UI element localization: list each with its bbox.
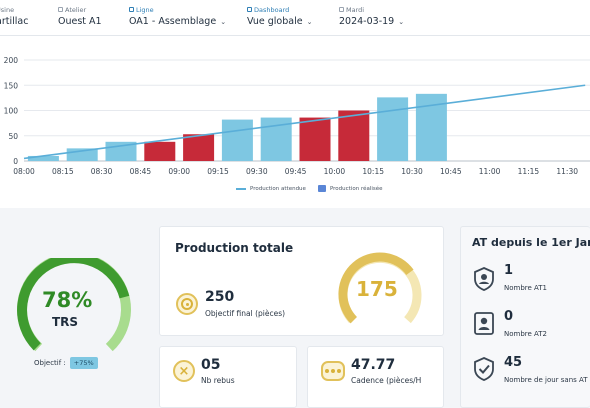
at3-value: 45 xyxy=(504,355,523,370)
y-tick-label: 50 xyxy=(8,132,18,141)
rebus-label: Nb rebus xyxy=(201,376,235,385)
production-title: Production totale xyxy=(175,241,294,255)
x-tick-label: 10:45 xyxy=(440,167,462,176)
ligne-value: OA1 - Assemblage ⌄ xyxy=(129,16,227,27)
x-tick-label: 08:00 xyxy=(13,167,35,176)
at1-value: 1 xyxy=(504,263,514,278)
top-header: Usine artillac Atelier Ouest A1 Ligne OA… xyxy=(0,0,590,36)
at2-label: Nombre AT2 xyxy=(504,330,548,338)
rebus-value: 05 xyxy=(201,357,221,373)
user-badge-icon xyxy=(474,312,494,335)
rebus-card: × 05 Nb rebus xyxy=(159,346,297,408)
usine-label: Usine xyxy=(0,5,15,14)
legend-expected[interactable]: Production attendue xyxy=(236,186,306,192)
y-tick-label: 200 xyxy=(4,56,19,65)
x-tick-label: 10:00 xyxy=(324,167,346,176)
x-tick-label: 11:15 xyxy=(518,167,540,176)
y-tick-label: 150 xyxy=(4,81,19,90)
at-title: AT depuis le 1er Janvi xyxy=(472,236,590,249)
conveyor-icon xyxy=(321,361,345,381)
production-gauge xyxy=(338,252,422,324)
production-chart: 0 50 100 150 200 08:00 08:15 08:30 08:45 09:00 09:… xyxy=(4,56,590,176)
y-tick-label: 0 xyxy=(13,157,18,166)
atelier-caption: Atelier xyxy=(58,5,102,14)
chevron-down-icon: ⌄ xyxy=(306,17,313,26)
chart-bar xyxy=(27,155,59,161)
x-tick-label: 08:30 xyxy=(91,167,113,176)
bar-swatch xyxy=(317,185,326,192)
ligne-icon xyxy=(129,7,134,12)
cadence-value: 47.77 xyxy=(351,357,396,373)
usine-selector[interactable]: Usine artillac xyxy=(0,5,29,28)
chart-bar xyxy=(221,119,253,161)
at2-value: 0 xyxy=(504,309,514,324)
x-tick-label: 10:15 xyxy=(362,167,384,176)
chart-bar xyxy=(338,110,370,161)
day-caption: Mardi xyxy=(339,5,404,14)
target-icon xyxy=(176,293,198,315)
trs-gauge-fill xyxy=(17,258,130,351)
date-value: 2024-03-19 ⌄ xyxy=(339,16,405,27)
at1-label: Nombre AT1 xyxy=(504,284,548,292)
usine-value: artillac xyxy=(0,16,29,27)
trs-gauge xyxy=(17,258,131,352)
atelier-icon xyxy=(58,7,63,12)
date-selector[interactable]: Mardi 2024-03-19 ⌄ xyxy=(339,5,404,27)
trs-value: 78% xyxy=(42,288,93,312)
production-chart-panel: 0 50 100 150 200 08:00 08:15 08:30 08:45 09:00 09:… xyxy=(0,36,590,208)
at-card: AT depuis le 1er Janvi 1 Nombre AT1 0 No… xyxy=(460,226,590,408)
chevron-down-icon: ⌄ xyxy=(220,17,227,26)
legend-realized[interactable]: Production réalisée xyxy=(317,185,383,192)
at3-label: Nombre de jour sans AT xyxy=(504,376,588,384)
trs-widget: 78% TRS Objectif : +75% xyxy=(0,258,135,378)
x-tick-label: 09:15 xyxy=(207,167,229,176)
trs-label: TRS xyxy=(52,315,79,329)
ligne-selector[interactable]: Ligne OA1 - Assemblage ⌄ xyxy=(129,5,226,27)
shield-check-icon xyxy=(474,357,494,381)
production-card: Production totale 250 Objectif final (pi… xyxy=(159,226,444,336)
dashboard-selector[interactable]: Dashboard Vue globale ⌄ xyxy=(247,5,312,27)
chart-legend: Production attendue Production réalisée xyxy=(236,185,383,192)
trs-objective: Objectif : +75% xyxy=(34,357,98,369)
x-tick-label: 11:30 xyxy=(556,167,578,176)
production-gauge-value: 175 xyxy=(356,277,398,301)
x-tick-label: 09:45 xyxy=(285,167,307,176)
calendar-icon xyxy=(339,7,344,12)
atelier-value: Ouest A1 xyxy=(58,16,102,27)
x-tick-label: 08:45 xyxy=(130,167,152,176)
dashboard-caption: Dashboard xyxy=(247,5,312,14)
target-label: Objectif final (pièces) xyxy=(205,309,286,318)
chevron-down-icon: ⌄ xyxy=(398,17,405,26)
x-tick-label: 08:15 xyxy=(52,167,74,176)
expected-production-line xyxy=(23,84,586,160)
x-tick-label: 10:30 xyxy=(401,167,423,176)
x-tick-label: 11:00 xyxy=(479,167,501,176)
chart-bar xyxy=(144,141,176,161)
atelier-selector[interactable]: Atelier Ouest A1 xyxy=(58,5,102,27)
cadence-label: Cadence (pièces/H xyxy=(351,376,422,385)
cancel-icon: × xyxy=(173,360,195,382)
ligne-caption: Ligne xyxy=(129,5,226,14)
target-value: 250 xyxy=(205,289,235,305)
chart-bar xyxy=(377,97,409,161)
x-tick-label: 09:30 xyxy=(246,167,268,176)
shield-user-icon xyxy=(474,267,494,291)
objective-badge: +75% xyxy=(69,357,98,369)
y-tick-label: 100 xyxy=(4,107,19,116)
dashboard-value: Vue globale ⌄ xyxy=(247,16,313,27)
cadence-card: 47.77 Cadence (pièces/H xyxy=(307,346,444,408)
dashboard-icon xyxy=(247,7,252,12)
x-tick-label: 09:00 xyxy=(168,167,190,176)
line-swatch xyxy=(236,187,246,190)
production-gauge-fill xyxy=(338,252,414,324)
chart-bar xyxy=(183,134,215,161)
chart-bar xyxy=(299,117,331,161)
